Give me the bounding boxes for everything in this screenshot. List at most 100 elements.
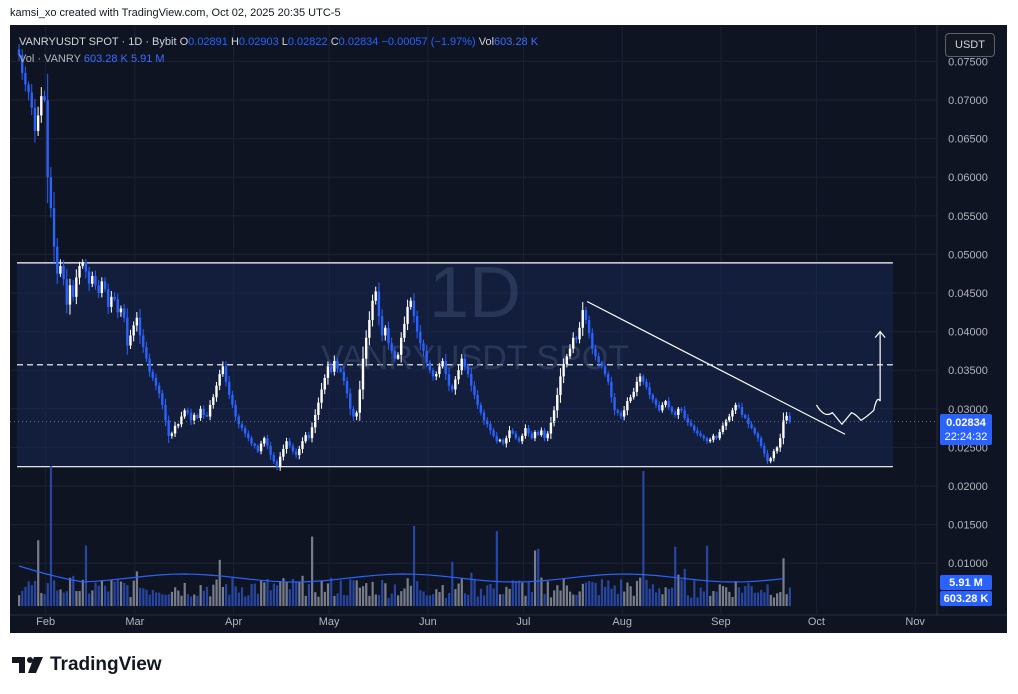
legend-symbol[interactable]: VANRYUSDT SPOT · 1D · Bybit bbox=[19, 36, 177, 48]
volume-bar bbox=[766, 584, 769, 606]
candle-body bbox=[540, 430, 543, 436]
price-chart[interactable]: 1D VANRYUSDT SPOT 0.075000.070000.065000… bbox=[10, 25, 1007, 633]
candle-body bbox=[600, 362, 604, 367]
volume-bar bbox=[693, 580, 696, 606]
candle-body bbox=[221, 366, 225, 375]
candle-body bbox=[97, 285, 100, 293]
price-tick-label: 0.01000 bbox=[948, 558, 988, 570]
candle-body bbox=[696, 430, 699, 434]
volume-bar bbox=[221, 586, 225, 606]
volume-bar bbox=[721, 586, 725, 606]
currency-button[interactable]: USDT bbox=[945, 33, 995, 57]
candle-body bbox=[759, 438, 763, 446]
volume-bar bbox=[489, 583, 492, 606]
candle-body bbox=[482, 412, 486, 421]
candle-body bbox=[326, 366, 330, 378]
candle-body bbox=[562, 364, 565, 377]
volume-bar bbox=[400, 591, 403, 606]
candle-body bbox=[368, 320, 371, 338]
volume-bar bbox=[368, 595, 371, 606]
chart-frame[interactable]: 1D VANRYUSDT SPOT 0.07500 0.07000 0.06500 0… bbox=[10, 25, 1007, 633]
volume-bar bbox=[715, 591, 718, 606]
time-tick-label: Feb bbox=[36, 616, 55, 628]
volume-bar bbox=[228, 594, 231, 606]
candle-body bbox=[243, 428, 247, 434]
volume-bar bbox=[709, 595, 712, 606]
candle-body bbox=[447, 374, 451, 386]
volume-bars bbox=[18, 466, 791, 606]
candle-body bbox=[110, 296, 113, 307]
candle-body bbox=[454, 379, 457, 390]
price-tick-label: 0.06500 bbox=[948, 134, 988, 146]
volume-bar bbox=[416, 581, 419, 606]
candle-body bbox=[785, 415, 788, 421]
volume-bar bbox=[747, 583, 750, 606]
volume-bar bbox=[734, 581, 737, 606]
candle-body bbox=[87, 271, 91, 284]
volume-bar bbox=[260, 580, 263, 606]
candle-body bbox=[173, 425, 177, 434]
candle-body bbox=[116, 299, 119, 313]
price-tick-label: 0.03500 bbox=[948, 365, 988, 377]
volume-bar bbox=[540, 577, 543, 606]
candle-body bbox=[536, 431, 540, 436]
candle-body bbox=[543, 430, 546, 439]
volume-bar bbox=[731, 596, 734, 606]
candle-body bbox=[438, 366, 441, 375]
candle-body bbox=[466, 366, 470, 375]
volume-tag: 603.28 K bbox=[944, 593, 989, 605]
price-tick-label: 0.06000 bbox=[948, 172, 988, 184]
volume-bar bbox=[27, 581, 30, 606]
candle-body bbox=[177, 424, 180, 426]
candle-body bbox=[568, 348, 572, 357]
volume-bar bbox=[333, 595, 336, 606]
candle-body bbox=[192, 414, 196, 421]
volume-bar bbox=[594, 582, 597, 606]
volume-bar bbox=[339, 580, 342, 606]
price-tick-label: 0.07000 bbox=[948, 95, 988, 107]
candle-body bbox=[750, 424, 753, 429]
candle-body bbox=[635, 381, 639, 392]
volume-bar bbox=[419, 590, 422, 606]
volume-bar bbox=[377, 595, 381, 606]
candle-body bbox=[49, 177, 53, 209]
volume-bar bbox=[330, 577, 333, 606]
candle-body bbox=[122, 308, 126, 318]
volume-bar bbox=[607, 580, 610, 606]
volume-legend: Vol · VANRY 603.28 K 5.91 M bbox=[19, 53, 165, 65]
candle-body bbox=[511, 430, 514, 434]
volume-bar bbox=[91, 590, 94, 606]
volume-bar bbox=[269, 590, 272, 606]
candle-body bbox=[228, 381, 231, 395]
candle-body bbox=[355, 412, 358, 417]
volume-bar bbox=[779, 592, 782, 606]
volume-ma-tag: 5.91 M bbox=[949, 577, 983, 589]
candle-body bbox=[756, 433, 760, 439]
volume-bar bbox=[209, 596, 212, 606]
candle-body bbox=[24, 72, 27, 85]
candle-body bbox=[317, 402, 320, 415]
volume-bar bbox=[406, 578, 409, 606]
candle-body bbox=[626, 401, 629, 411]
candle-body bbox=[91, 276, 94, 284]
volume-legend-label[interactable]: Vol · VANRY bbox=[19, 53, 81, 65]
candle-body bbox=[304, 435, 307, 442]
volume-bar bbox=[123, 582, 126, 606]
volume-bar bbox=[374, 594, 377, 606]
volume-bar bbox=[651, 584, 655, 606]
candle-body bbox=[256, 445, 260, 452]
candle-body bbox=[301, 441, 304, 449]
candle-body bbox=[492, 430, 495, 436]
volume-bar bbox=[581, 583, 584, 606]
volume-bar bbox=[250, 583, 253, 606]
candle-body bbox=[71, 285, 75, 297]
volume-bar bbox=[72, 575, 75, 606]
volume-bar bbox=[463, 593, 467, 606]
volume-tag-bg bbox=[940, 591, 992, 606]
candle-body bbox=[224, 366, 228, 382]
volume-bar bbox=[664, 587, 667, 606]
price-axis: 0.07500 0.07000 0.06500 0.06000 0.05500 0.050… bbox=[10, 25, 1007, 616]
volume-bar bbox=[521, 582, 524, 606]
volume-bar bbox=[718, 584, 721, 606]
candle-body bbox=[629, 397, 632, 402]
